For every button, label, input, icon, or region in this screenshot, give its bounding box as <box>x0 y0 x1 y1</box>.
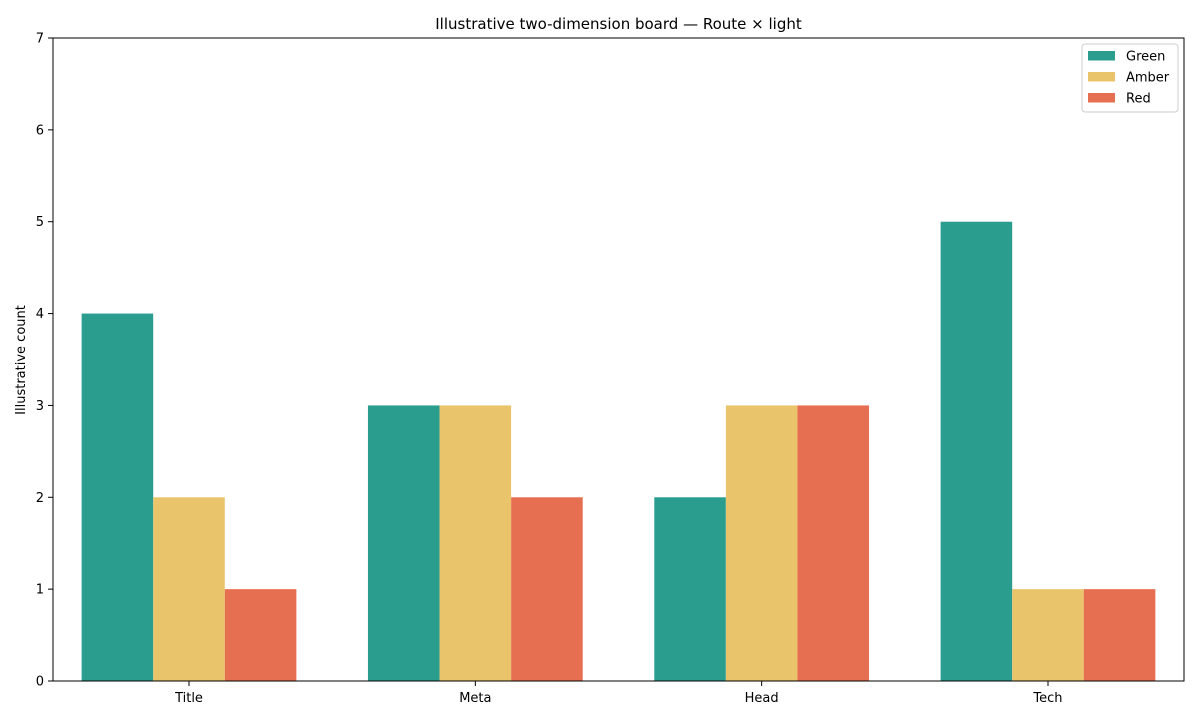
bars-group <box>81 221 1156 681</box>
legend-label-green: Green <box>1126 50 1165 65</box>
bar-amber-meta <box>439 405 512 681</box>
legend-label-red: Red <box>1126 92 1151 107</box>
y-tick-label: 6 <box>36 123 44 138</box>
y-tick-label: 1 <box>36 583 44 598</box>
bar-amber-tech <box>1012 589 1084 681</box>
bar-green-tech <box>940 221 1013 681</box>
bar-amber-title <box>153 497 225 681</box>
bar-red-tech <box>1083 589 1156 681</box>
legend: Green Amber Red <box>1081 43 1179 113</box>
legend-swatch-amber <box>1088 72 1115 82</box>
y-tick-label: 0 <box>36 675 44 690</box>
chart-title: Illustrative two-dimension board — Route… <box>435 15 802 33</box>
bar-red-meta <box>511 497 583 681</box>
y-tick-label: 3 <box>36 399 44 414</box>
bar-amber-head <box>725 405 798 681</box>
x-tick-label: Head <box>745 691 779 706</box>
x-tick-label: Meta <box>459 691 491 706</box>
bar-green-title <box>81 313 154 681</box>
bar-red-head <box>797 405 870 681</box>
legend-label-amber: Amber <box>1126 71 1170 86</box>
y-tick-label: 2 <box>36 491 44 506</box>
ticks-group: Title Meta Head Tech 0 1 2 3 4 5 6 7 <box>36 32 1063 707</box>
y-tick-label: 4 <box>36 307 44 322</box>
x-tick-label: Tech <box>1032 691 1062 706</box>
bar-red-title <box>224 589 297 681</box>
y-axis-label: Illustrative count <box>14 305 29 415</box>
y-tick-label: 7 <box>36 32 44 47</box>
legend-swatch-red <box>1088 93 1115 103</box>
bar-green-head <box>654 497 726 681</box>
x-tick-label: Title <box>174 691 203 706</box>
legend-swatch-green <box>1088 51 1115 61</box>
y-tick-label: 5 <box>36 215 44 230</box>
bar-green-meta <box>367 405 440 681</box>
plot-frame <box>52 37 1185 682</box>
